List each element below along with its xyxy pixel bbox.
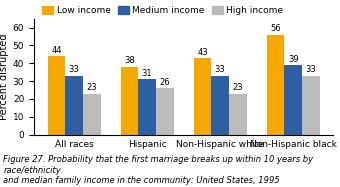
Bar (65, 76, 83, 135)
Bar (156, 88, 174, 135)
Text: 33: 33 (69, 65, 80, 74)
Bar (138, 79, 156, 135)
Text: 23: 23 (233, 83, 243, 92)
Bar (121, 67, 138, 135)
Bar (302, 76, 320, 135)
Text: 56: 56 (270, 24, 281, 33)
Text: 26: 26 (159, 78, 170, 87)
Text: 23: 23 (86, 83, 97, 92)
Legend: Low income, Medium income, High income: Low income, Medium income, High income (38, 2, 287, 19)
Text: Figure 27. Probability that the first marriage breaks up within 10 years by race: Figure 27. Probability that the first ma… (3, 155, 313, 185)
Text: 44: 44 (51, 46, 62, 55)
Bar (267, 35, 284, 135)
Text: 38: 38 (124, 56, 135, 65)
Bar (284, 65, 302, 135)
Text: 43: 43 (197, 47, 208, 56)
Bar (48, 56, 65, 135)
Text: 39: 39 (288, 55, 299, 64)
Bar (83, 94, 101, 135)
Text: 31: 31 (142, 69, 152, 78)
Y-axis label: Percent disrupted: Percent disrupted (0, 33, 8, 120)
Bar (211, 76, 229, 135)
Bar (193, 58, 211, 135)
Text: 33: 33 (215, 65, 225, 74)
Text: 33: 33 (305, 65, 316, 74)
Bar (229, 94, 246, 135)
